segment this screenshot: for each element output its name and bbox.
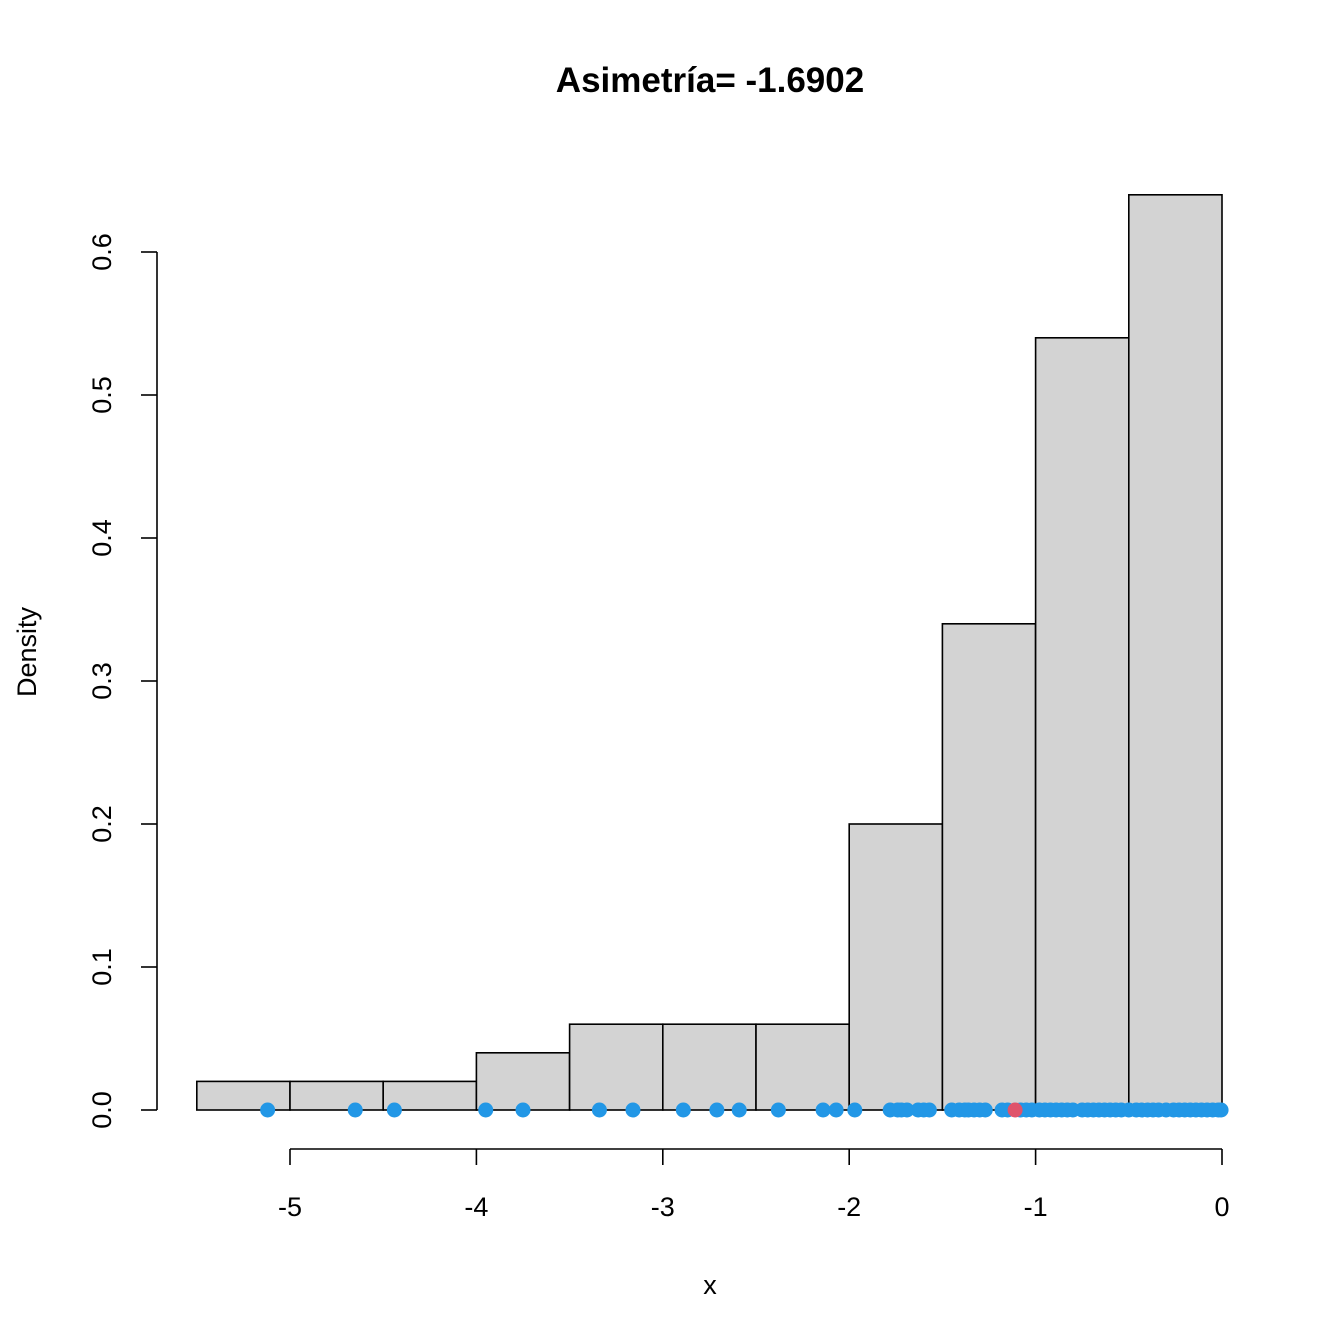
y-tick-label-2: 0.2 — [87, 805, 117, 843]
y-tick-label-3: 0.3 — [87, 662, 117, 700]
histogram-bar-7 — [755, 1023, 850, 1111]
x-tick-label-2: -3 — [651, 1192, 675, 1222]
rug-point-8 — [675, 1102, 691, 1118]
rug-point-21 — [921, 1102, 937, 1118]
rug-points — [260, 1102, 1229, 1118]
rug-point-14 — [847, 1102, 863, 1118]
x-axis-label: x — [703, 1270, 717, 1300]
rug-point-7 — [625, 1102, 641, 1118]
rug-point-5 — [515, 1102, 531, 1118]
rug-point-18 — [899, 1102, 915, 1118]
x-tick-label-5: 0 — [1214, 1192, 1229, 1222]
y-tick-label-5: 0.5 — [87, 376, 117, 414]
y-tick-label-4: 0.4 — [87, 519, 117, 557]
rug-point-12 — [815, 1102, 831, 1118]
y-tick-label-1: 0.1 — [87, 948, 117, 986]
rug-point-2 — [347, 1102, 363, 1118]
rug-point-10 — [731, 1102, 747, 1118]
x-tick-label-0: -5 — [278, 1192, 302, 1222]
histogram-bar-6 — [661, 1023, 757, 1111]
rug-point-9 — [709, 1102, 725, 1118]
x-axis: -5 -4 -3 -2 -1 0 — [278, 1148, 1230, 1222]
rug-point-13 — [828, 1102, 844, 1118]
x-tick-label-1: -4 — [464, 1192, 488, 1222]
rug-point-11 — [770, 1102, 786, 1118]
x-tick-label-3: -2 — [837, 1192, 861, 1222]
histogram-bar-4 — [475, 1052, 571, 1111]
y-axis: 0.0 0.1 0.2 0.3 0.4 0.5 0.6 — [87, 233, 158, 1129]
rug-point-65 — [1213, 1102, 1229, 1118]
rug-point-1 — [260, 1102, 276, 1118]
histogram-bars — [196, 194, 1223, 1111]
y-tick-label-0: 0.0 — [87, 1091, 117, 1129]
histogram-bar-10 — [1034, 336, 1130, 1111]
rug-point-28 — [977, 1102, 993, 1118]
chart-title: Asimetría= -1.6902 — [556, 61, 864, 100]
rug-point-6 — [591, 1102, 607, 1118]
histogram-bar-5 — [568, 1023, 664, 1111]
highlight-point — [1007, 1102, 1023, 1118]
x-tick-label-4: -1 — [1024, 1192, 1048, 1222]
histogram-bar-11 — [1128, 194, 1223, 1111]
rug-point-3 — [386, 1102, 402, 1118]
y-tick-label-6: 0.6 — [87, 233, 117, 271]
histogram-bar-1 — [196, 1080, 291, 1111]
histogram-bar-2 — [289, 1080, 384, 1111]
rug-point-4 — [478, 1102, 494, 1118]
histogram-bar-9 — [941, 622, 1037, 1111]
y-axis-label: Density — [12, 606, 42, 697]
histogram-bar-8 — [848, 823, 944, 1111]
